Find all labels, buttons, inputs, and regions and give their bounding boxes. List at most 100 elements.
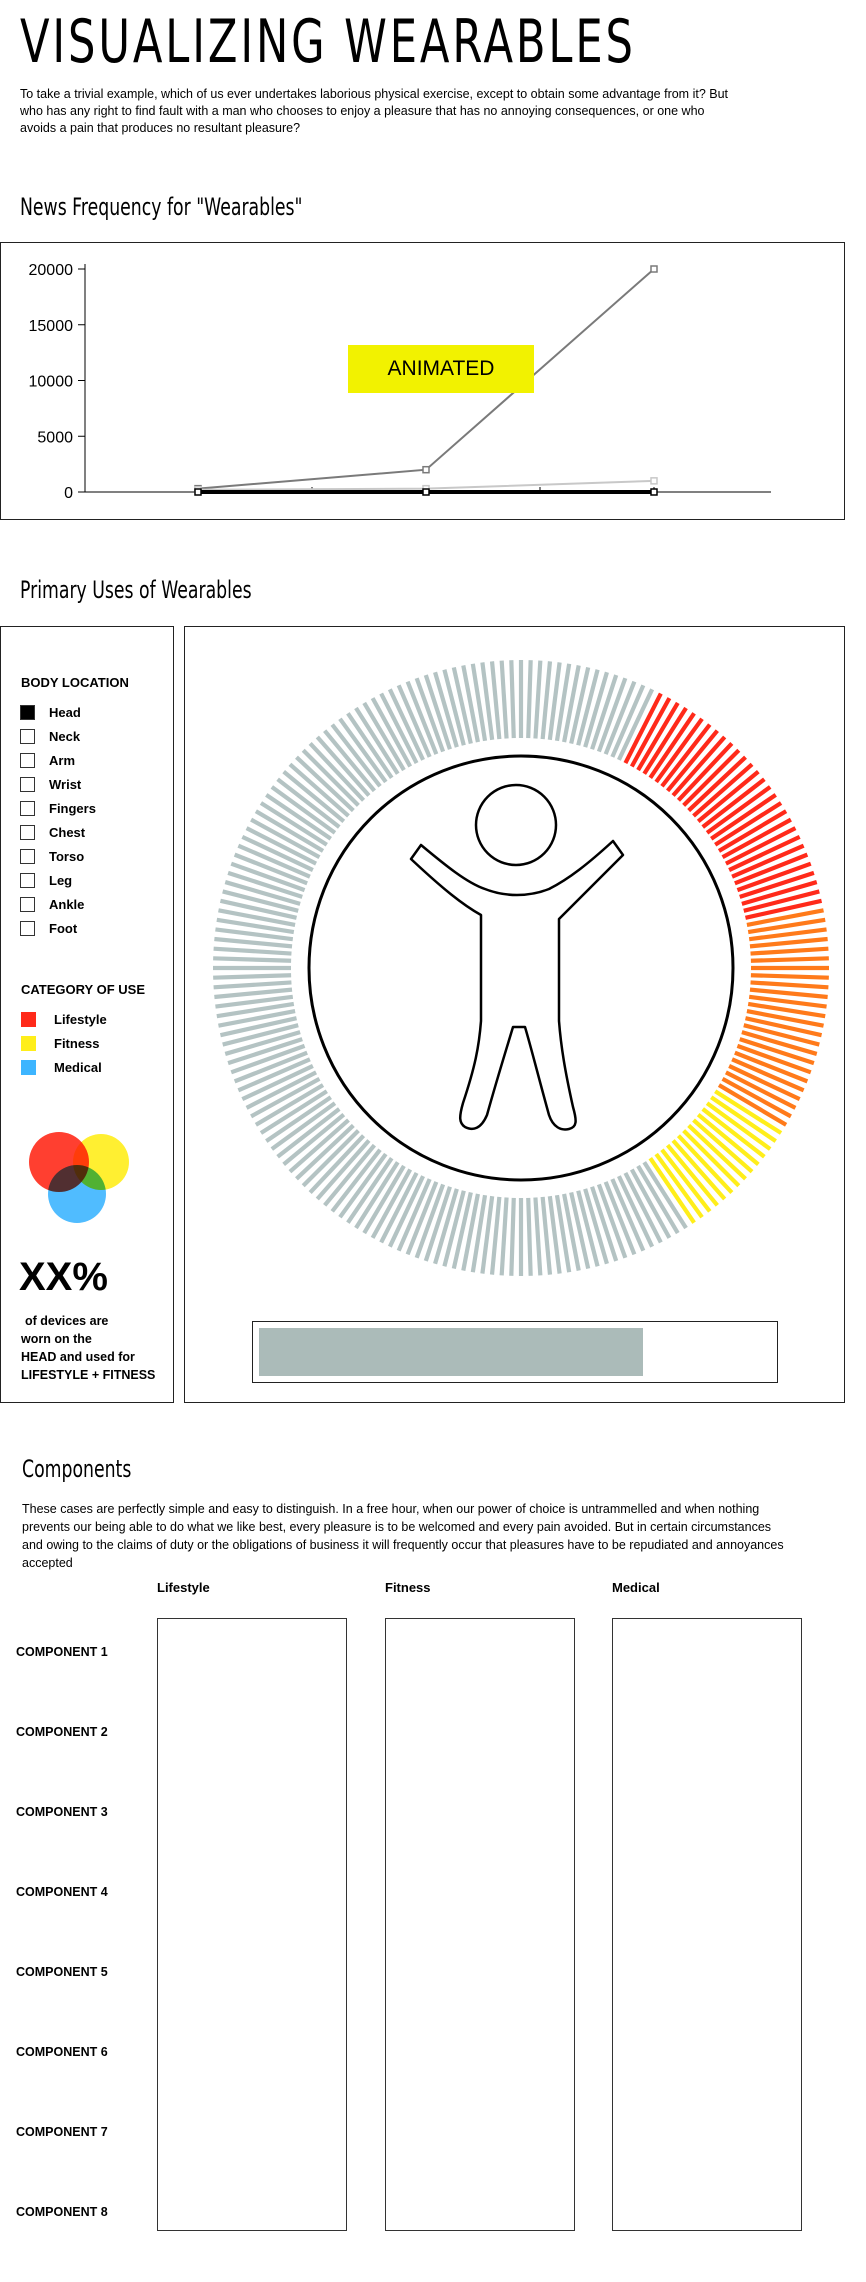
body-location-checkbox[interactable]	[20, 800, 35, 816]
ring-tick	[237, 843, 311, 879]
ring-tick	[603, 1181, 637, 1256]
ring-tick	[731, 1057, 805, 1093]
ring-tick	[370, 1168, 413, 1239]
ring-tick	[213, 956, 292, 963]
ring-tick	[636, 701, 680, 772]
news-heading: News Frequency for "Wearables"	[20, 193, 303, 221]
animated-badge[interactable]: ANIMATED	[348, 345, 534, 393]
ring-tick	[222, 889, 299, 913]
ring-tick	[736, 861, 812, 893]
body-location-checkbox[interactable]	[20, 848, 35, 864]
ring-tick	[596, 1183, 628, 1259]
usage-ring	[213, 660, 829, 1276]
ring-tick	[214, 936, 293, 949]
ring-tick	[461, 665, 480, 743]
ring-tick	[748, 927, 827, 942]
body-location-item[interactable]: Neck	[20, 724, 96, 748]
ring-tick	[387, 1175, 425, 1248]
ring-tick	[222, 1023, 299, 1047]
series-point[interactable]	[650, 488, 658, 496]
ring-tick	[396, 1178, 432, 1252]
category-title: CATEGORY OF USE	[21, 982, 145, 997]
series-point[interactable]	[422, 488, 430, 496]
ring-tick	[734, 852, 809, 886]
ring-tick	[213, 946, 292, 956]
body-location-item[interactable]: Leg	[20, 868, 96, 892]
y-tick-label: 10000	[29, 374, 74, 391]
component-column-box[interactable]	[612, 1618, 802, 2231]
body-location-checkbox[interactable]	[20, 728, 35, 744]
ring-tick	[362, 1164, 406, 1235]
ring-tick	[346, 712, 394, 779]
ring-tick	[705, 1101, 772, 1151]
body-location-item[interactable]: Head	[20, 700, 96, 724]
ring-tick	[323, 729, 377, 793]
body-location-item[interactable]: Ankle	[20, 892, 96, 916]
ring-tick	[721, 1076, 792, 1119]
series-point[interactable]	[422, 465, 430, 474]
ring-tick	[354, 706, 400, 775]
body-location-checkbox[interactable]	[20, 704, 35, 720]
body-location-checkbox[interactable]	[20, 920, 35, 936]
body-location-checkbox[interactable]	[20, 872, 35, 888]
ring-tick	[276, 777, 341, 829]
ring-tick	[282, 770, 346, 824]
ring-tick	[315, 735, 371, 797]
ring-tick	[636, 1164, 680, 1235]
body-location-item[interactable]: Torso	[20, 844, 96, 868]
ring-tick	[724, 826, 797, 866]
body-location-item[interactable]: Chest	[20, 820, 96, 844]
ring-tick	[654, 1152, 704, 1219]
ring-tick	[671, 1139, 727, 1201]
ring-tick	[405, 680, 439, 755]
ring-tick	[687, 755, 747, 813]
ring-tick	[323, 1143, 377, 1207]
body-location-item[interactable]: Foot	[20, 916, 96, 940]
ring-tick	[714, 1089, 783, 1135]
stat-line: LIFESTYLE + FITNESS	[21, 1368, 156, 1382]
ring-tick	[734, 1050, 809, 1084]
series-point[interactable]	[650, 477, 658, 485]
body-location-checkbox[interactable]	[20, 776, 35, 792]
category-item[interactable]: Medical	[21, 1055, 107, 1079]
ring-tick	[642, 1161, 688, 1230]
ring-tick	[676, 742, 734, 802]
ring-tick	[265, 793, 332, 841]
ring-tick	[682, 1129, 741, 1188]
body-location-checkbox[interactable]	[20, 752, 35, 768]
body-location-label: Neck	[49, 728, 81, 744]
component-column-box[interactable]	[385, 1618, 575, 2231]
body-location-item[interactable]: Fingers	[20, 796, 96, 820]
body-location-item[interactable]: Arm	[20, 748, 96, 772]
ring-tick	[554, 1194, 572, 1273]
ring-tick	[230, 861, 306, 893]
ring-tick	[442, 1190, 466, 1267]
ring-tick	[526, 1197, 533, 1276]
body-location-checkbox[interactable]	[20, 824, 35, 840]
ring-tick	[710, 1095, 777, 1143]
component-column-box[interactable]	[157, 1618, 347, 2231]
ring-tick	[288, 762, 350, 818]
ring-tick	[676, 1134, 734, 1194]
ring-tick	[230, 1043, 306, 1075]
ring-tick	[241, 1064, 314, 1102]
series-point[interactable]	[650, 265, 658, 273]
series-point[interactable]	[194, 488, 202, 496]
ring-tick	[750, 956, 829, 963]
body-location-item[interactable]: Wrist	[20, 772, 96, 796]
ring-tick	[569, 666, 591, 744]
ring-tick	[665, 1143, 719, 1207]
ring-tick	[603, 680, 637, 755]
ring-tick	[509, 660, 516, 739]
category-item[interactable]: Lifestyle	[21, 1007, 107, 1031]
ring-tick	[547, 1195, 562, 1274]
ring-tick	[218, 908, 296, 927]
ring-tick	[590, 674, 619, 750]
ring-tick	[499, 660, 509, 739]
ring-tick	[308, 742, 366, 802]
uses-heading: Primary Uses of Wearables	[20, 576, 252, 604]
category-item[interactable]: Fitness	[21, 1031, 107, 1055]
ring-tick	[682, 748, 741, 807]
body-location-checkbox[interactable]	[20, 896, 35, 912]
ring-tick	[442, 669, 466, 746]
